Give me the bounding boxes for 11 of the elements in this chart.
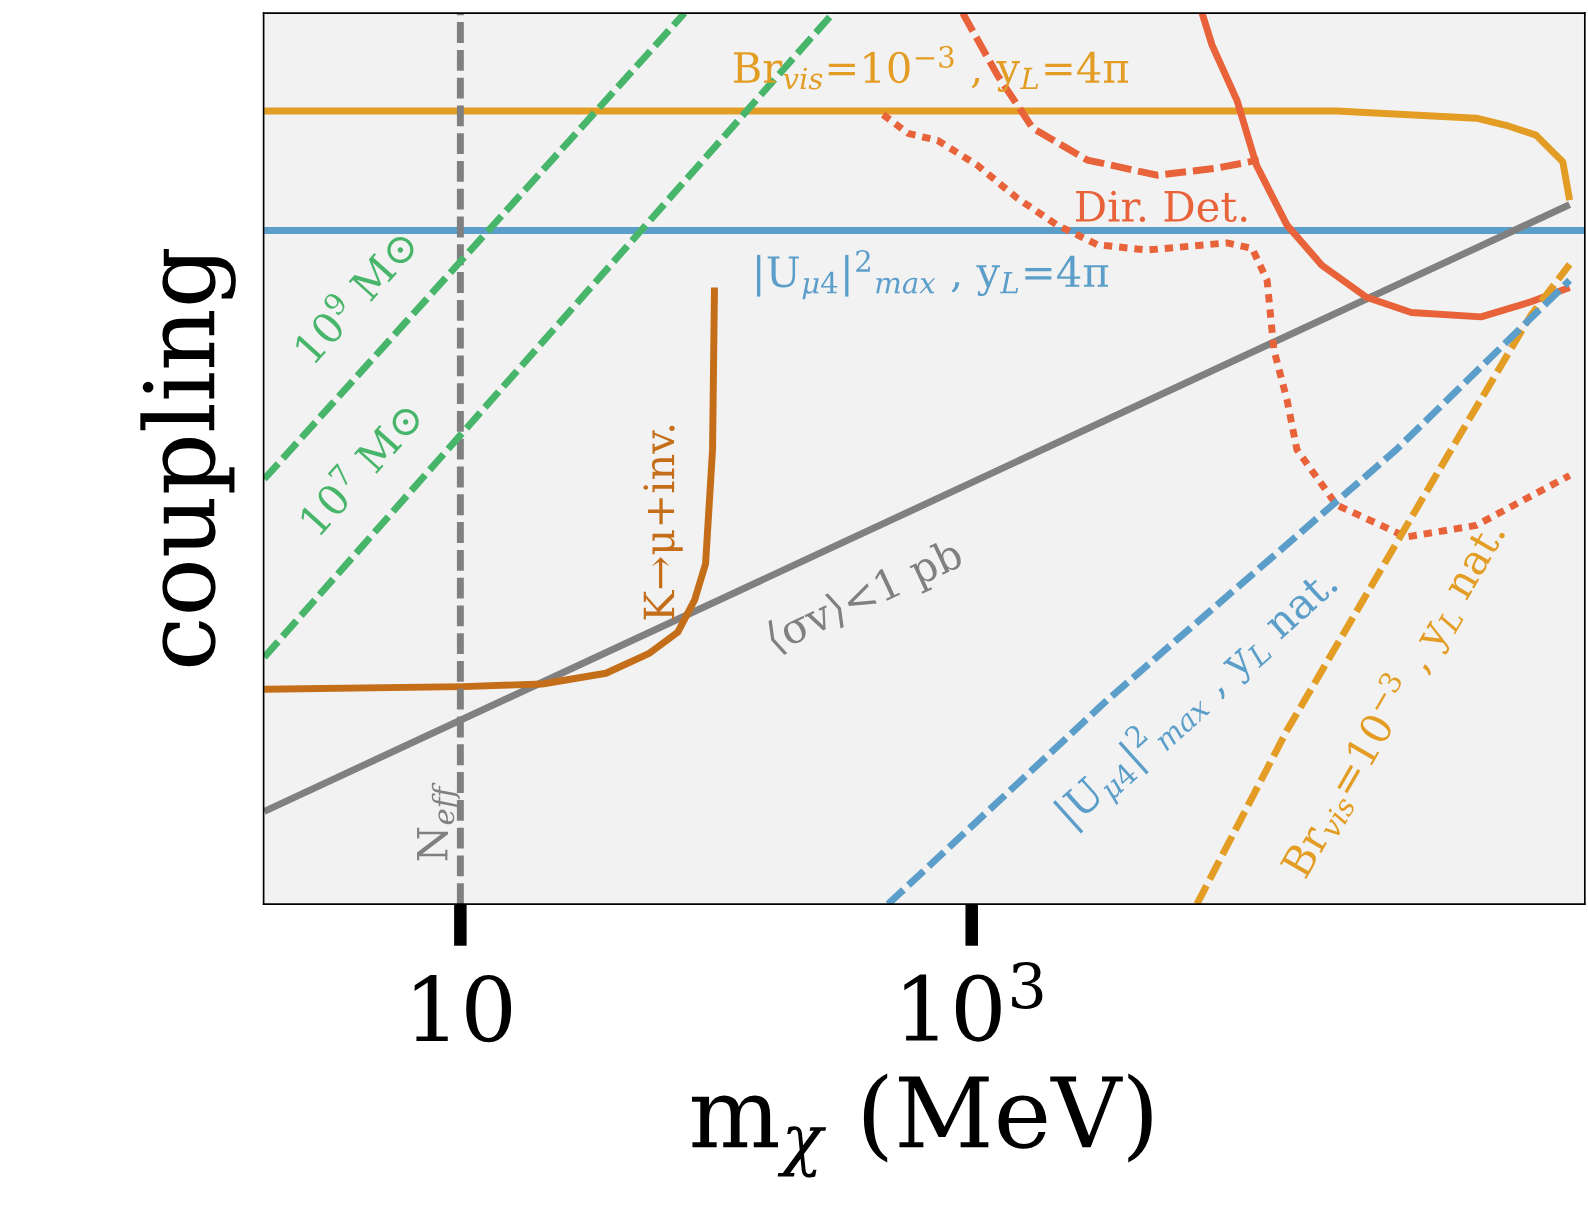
x-tick-label: 10 <box>414 975 512 1043</box>
text: 10$^{9}$ M⊙ <box>288 224 420 365</box>
series-label: Dir. Det. <box>1076 190 1247 223</box>
x-axis-title: m$_{χ}$ (MeV) <box>691 1073 1152 1178</box>
series-label: |U$_{μ4}$|$^{2}$$_{max}$ , y$_{L}$=4π <box>757 250 1109 300</box>
text: K→μ+inv. <box>643 425 683 620</box>
x-tick-label: 10$^{3}$ <box>904 961 1043 1042</box>
series-label: Br$_{vis}$=10$^{−3}$ , y$_{L}$=4π <box>733 45 1129 92</box>
ref-line-label: N$_{eff}$ <box>417 782 460 861</box>
text: 10$^{7}$ M⊙ <box>293 396 425 537</box>
y-axis-title: coupling <box>140 248 236 667</box>
